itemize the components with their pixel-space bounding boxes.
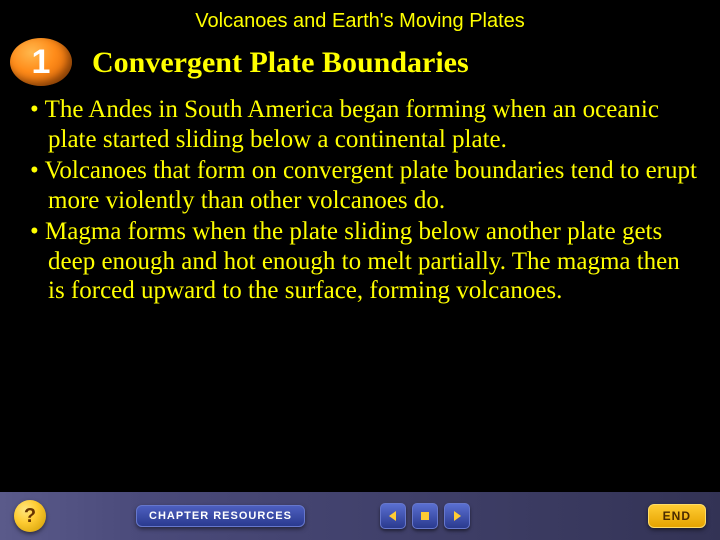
nav-stop-button[interactable]	[412, 503, 438, 529]
triangle-left-icon	[387, 510, 399, 522]
bullet-item: Magma forms when the plate sliding below…	[24, 217, 700, 306]
end-button[interactable]: END	[648, 504, 706, 528]
footer-bar: ? CHAPTER RESOURCES END	[0, 492, 720, 540]
bullet-item: Volcanoes that form on convergent plate …	[24, 156, 700, 215]
nav-prev-button[interactable]	[380, 503, 406, 529]
nav-next-button[interactable]	[444, 503, 470, 529]
bullet-item: The Andes in South America began forming…	[24, 95, 700, 154]
help-button[interactable]: ?	[14, 500, 46, 532]
nav-button-group	[380, 503, 470, 529]
chapter-resources-button[interactable]: CHAPTER RESOURCES	[136, 505, 305, 527]
triangle-right-icon	[451, 510, 463, 522]
square-icon	[419, 510, 431, 522]
slide-subtitle: Convergent Plate Boundaries	[92, 46, 469, 80]
bullet-list: The Andes in South America began forming…	[24, 95, 700, 308]
chapter-title: Volcanoes and Earth's Moving Plates	[0, 10, 720, 33]
section-number-badge: 1	[10, 38, 72, 86]
